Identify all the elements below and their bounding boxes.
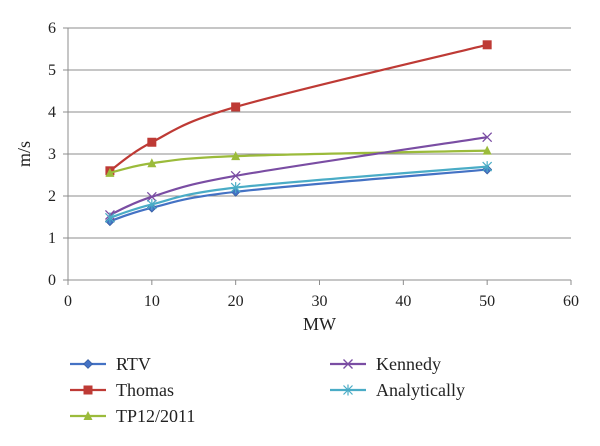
legend-label: Kennedy — [376, 354, 441, 374]
data-point — [146, 198, 157, 210]
legend: RTV Thomas TP12/2011 Kennedy Analytically — [70, 354, 465, 426]
data-point — [482, 132, 493, 143]
y-tick-label: 1 — [48, 230, 56, 247]
x-tick-label: 60 — [563, 293, 579, 310]
data-point — [482, 40, 492, 50]
data-point — [231, 102, 241, 112]
legend-marker — [83, 359, 93, 369]
data-point — [231, 151, 241, 161]
y-tick-label: 5 — [48, 62, 56, 79]
data-point — [105, 167, 115, 177]
data-point — [104, 212, 115, 224]
y-tick-label: 0 — [48, 272, 56, 289]
legend-label: Analytically — [376, 380, 465, 400]
legend-label: Thomas — [116, 380, 174, 400]
y-tick-label: 4 — [48, 104, 56, 121]
data-point — [230, 170, 241, 181]
legend-label: TP12/2011 — [116, 406, 195, 426]
x-tick-label: 20 — [228, 293, 244, 310]
series-line — [109, 43, 488, 172]
series-kennedy — [104, 132, 493, 220]
x-axis-label: MW — [303, 314, 336, 334]
y-tick-label: 6 — [48, 20, 56, 37]
series-line — [109, 149, 488, 174]
series-line — [109, 168, 488, 223]
data-point — [146, 191, 157, 202]
legend-marker — [83, 411, 93, 420]
legend-item: TP12/2011 — [70, 406, 195, 426]
legend-item: Analytically — [330, 380, 465, 400]
y-tick-label: 3 — [48, 146, 56, 163]
data-point — [230, 182, 241, 194]
x-tick-label: 10 — [144, 293, 160, 310]
series-tp12-2011 — [105, 145, 492, 177]
legend-item: RTV — [70, 354, 151, 374]
data-point — [147, 137, 157, 147]
legend-marker — [343, 384, 353, 396]
data-point — [482, 145, 492, 155]
x-tick-label: 40 — [395, 293, 411, 310]
legend-marker — [343, 359, 353, 369]
legend-item: Thomas — [70, 380, 174, 400]
series-line — [109, 136, 488, 216]
x-tick-label: 50 — [479, 293, 495, 310]
series-line — [109, 165, 488, 219]
data-point — [147, 158, 157, 168]
legend-marker — [83, 385, 93, 395]
legend-item: Kennedy — [330, 354, 441, 374]
series-rtv — [104, 164, 493, 227]
series-group — [104, 40, 493, 227]
legend-label: RTV — [116, 354, 151, 374]
x-tick-label: 30 — [312, 293, 328, 310]
series-analytically — [104, 161, 493, 224]
y-tick-label: 2 — [48, 188, 56, 205]
y-axis-label: m/s — [14, 141, 34, 167]
data-point — [482, 161, 493, 173]
x-tick-label: 0 — [64, 293, 72, 310]
